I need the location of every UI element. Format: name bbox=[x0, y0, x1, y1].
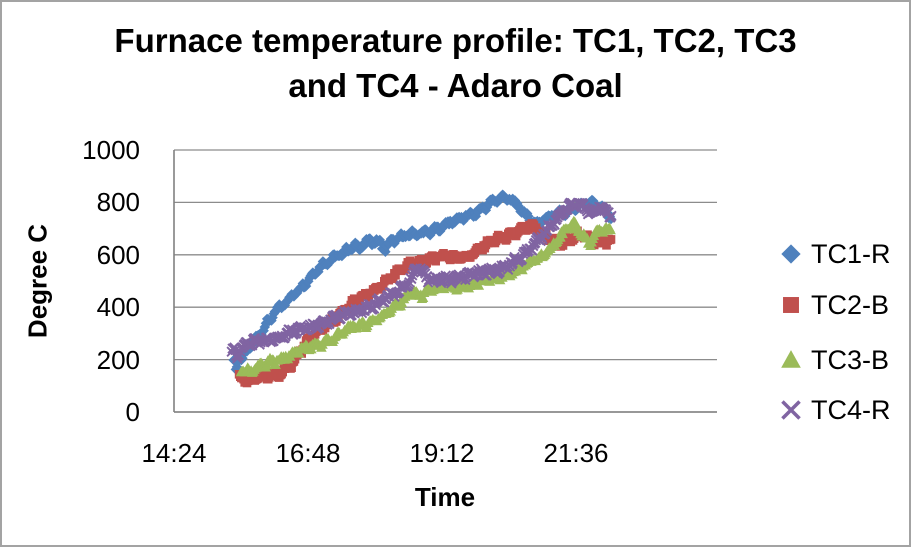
y-tick-label-0: 0 bbox=[125, 397, 140, 427]
legend-marker-square-icon bbox=[783, 297, 799, 313]
y-tick-label-1000: 1000 bbox=[82, 135, 140, 165]
x-axis-title: Time bbox=[414, 482, 476, 512]
legend-label-tc2-b: TC2-B bbox=[811, 290, 890, 320]
legend-item-tc3-b: TC3-B bbox=[780, 342, 889, 378]
y-tick-label-400: 400 bbox=[96, 292, 140, 323]
chart-title: Furnace temperature profile: TC1, TC2, T… bbox=[2, 18, 909, 108]
legend-label-tc3-b: TC3-B bbox=[811, 345, 890, 375]
legend-item-tc2-b: TC2-B bbox=[780, 287, 889, 323]
legend-item-tc4-r: TC4-R bbox=[780, 392, 891, 428]
chart-title-line-1: Furnace temperature profile: TC1, TC2, T… bbox=[114, 22, 797, 59]
legend-marker-x-icon bbox=[780, 399, 802, 421]
x-tick-label-14-24: 14:24 bbox=[141, 438, 207, 468]
legend-label-tc1-r: TC1-R bbox=[811, 239, 891, 269]
y-tick-label-200: 200 bbox=[96, 344, 140, 375]
legend-label-tc4-r: TC4-R bbox=[811, 395, 891, 425]
legend-marker-triangle-icon bbox=[781, 350, 801, 368]
y-tick-label-600: 600 bbox=[96, 239, 140, 270]
legend-marker-diamond-icon bbox=[781, 244, 801, 264]
legend-item-tc1-r: TC1-R bbox=[780, 236, 891, 272]
series-tc4-r bbox=[226, 197, 617, 364]
x-tick-label-16-48: 16:48 bbox=[275, 438, 341, 468]
x-tick-label-21-36: 21:36 bbox=[543, 438, 609, 468]
y-tick-label-800: 800 bbox=[96, 187, 140, 218]
x-tick-label-19-12: 19:12 bbox=[409, 438, 475, 468]
chart-title-line-2: and TC4 - Adaro Coal bbox=[288, 67, 623, 104]
